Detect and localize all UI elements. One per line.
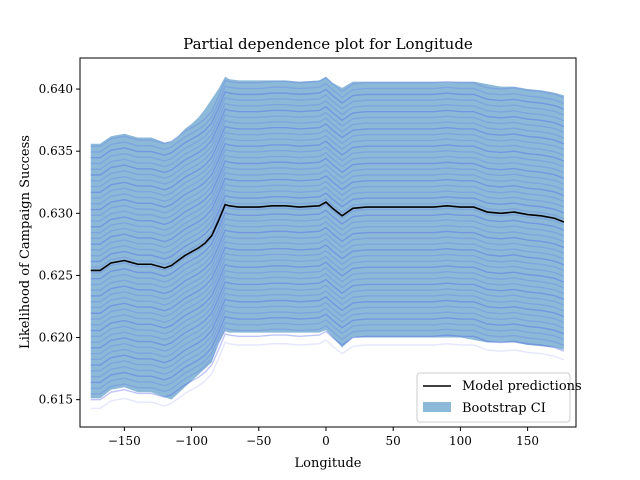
- bootstrap-sample-line: [90, 255, 565, 326]
- bootstrap-sample-line: [90, 215, 565, 286]
- bootstrap-sample-line: [90, 221, 565, 291]
- bootstrap-sample-line: [90, 111, 565, 182]
- bootstrap-sample-line: [90, 197, 565, 268]
- bootstrap-sample-line: [90, 192, 565, 263]
- bootstrap-sample-line: [90, 134, 565, 205]
- bootstrap-sample-line: [90, 318, 565, 389]
- bootstrap-sample-line: [90, 339, 565, 410]
- y-tick-label: 0.625: [39, 268, 73, 282]
- bootstrap-sample-line: [90, 284, 565, 355]
- bootstrap-sample-line: [90, 174, 565, 245]
- bootstrap-sample-line: [90, 77, 565, 147]
- bootstrap-sample-line: [90, 105, 565, 176]
- x-tick-label: 0: [322, 434, 330, 448]
- bootstrap-sample-line: [90, 151, 565, 222]
- x-tick-label: 100: [449, 434, 472, 448]
- model-predictions-line: [90, 201, 565, 272]
- bootstrap-sample-line: [90, 307, 565, 378]
- bootstrap-sample-line: [90, 324, 565, 395]
- bootstrap-sample-line: [90, 295, 565, 366]
- bootstrap-sample-line: [90, 244, 565, 314]
- bootstrap-sample-line: [90, 313, 565, 384]
- x-tick-label: 150: [516, 434, 539, 448]
- bootstrap-sample-line: [90, 261, 565, 332]
- y-tick-label: 0.615: [39, 393, 73, 407]
- x-tick-label: −150: [108, 434, 141, 448]
- y-tick-label: 0.635: [39, 144, 73, 158]
- legend-label-model-predictions: Model predictions: [462, 379, 582, 394]
- bootstrap-sample-line: [90, 94, 565, 165]
- y-tick-label: 0.630: [39, 206, 73, 220]
- bootstrap-sample-line: [90, 249, 565, 320]
- bootstrap-sample-line: [90, 88, 565, 159]
- bootstrap-sample-line: [90, 140, 565, 211]
- bootstrap-sample-line: [90, 232, 565, 303]
- bootstrap-sample-line: [90, 226, 565, 297]
- bootstrap-sample-line: [90, 330, 565, 401]
- bootstrap-sample-line: [90, 238, 565, 309]
- bootstrap-sample-line: [90, 146, 565, 217]
- x-axis-title: Longitude: [295, 456, 362, 471]
- y-tick-label: 0.640: [39, 82, 73, 96]
- bootstrap-sample-line: [90, 169, 565, 240]
- plot-frame: [79, 57, 577, 428]
- bootstrap-sample-line: [90, 272, 565, 343]
- bootstrap-sample-line: [90, 123, 565, 193]
- y-tick-label: 0.620: [39, 331, 73, 345]
- x-tick-label: −50: [246, 434, 271, 448]
- bootstrap-sample-line: [90, 301, 565, 372]
- legend-swatch-bootstrap-ci: [423, 402, 451, 412]
- bootstrap-sample-line: [90, 186, 565, 257]
- x-tick-label: 50: [386, 434, 401, 448]
- legend-label-bootstrap-ci: Bootstrap CI: [462, 401, 546, 416]
- bootstrap-sample-line: [90, 209, 565, 280]
- bootstrap-sample-line: [90, 128, 565, 199]
- bootstrap-sample-line: [90, 278, 565, 349]
- bootstrap-ci-band: [90, 76, 564, 400]
- legend: Model predictions Bootstrap CI: [416, 372, 582, 423]
- y-axis-title: Likelihood of Campaign Success: [18, 135, 33, 349]
- bootstrap-sample-line: [90, 117, 565, 188]
- bootstrap-sample-line: [90, 203, 565, 274]
- bootstrap-sample-line: [90, 157, 565, 228]
- x-tick-label: −100: [175, 434, 208, 448]
- bootstrap-sample-line: [90, 180, 565, 251]
- bootstrap-sample-line: [90, 100, 565, 170]
- bootstrap-sample-line: [90, 290, 565, 361]
- bootstrap-sample-line: [90, 163, 565, 234]
- chart-title: Partial dependence plot for Longitude: [183, 35, 473, 53]
- legend-box: [416, 372, 571, 423]
- bootstrap-sample-line: [90, 82, 565, 153]
- bootstrap-sample-line: [90, 267, 565, 337]
